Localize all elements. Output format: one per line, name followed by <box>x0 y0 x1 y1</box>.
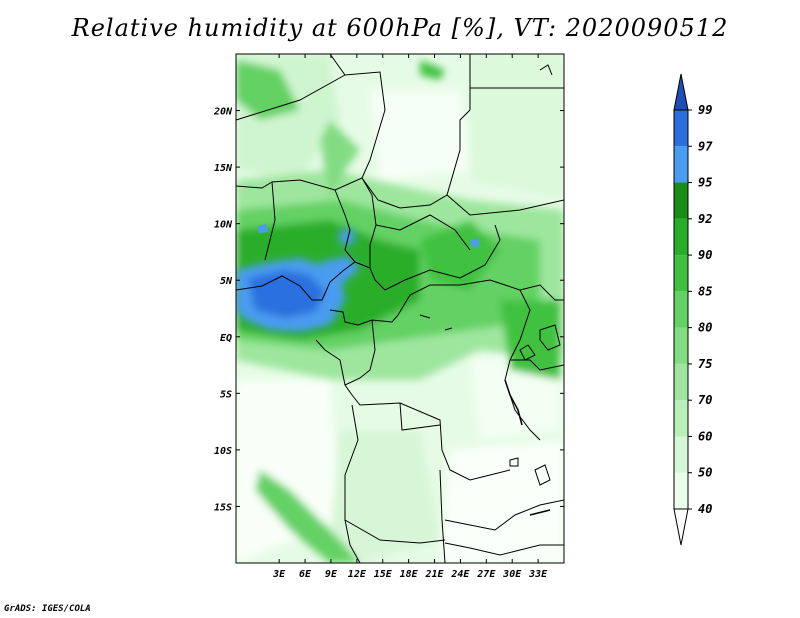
colorbar-label: 70 <box>698 393 712 407</box>
lat-tick-label: 15S <box>214 502 232 513</box>
lon-tick-label: 12E <box>348 569 367 580</box>
colorbar-frame <box>673 109 689 510</box>
country-borders <box>236 54 564 563</box>
colorbar-segment <box>674 218 688 256</box>
colorbar-label: 95 <box>698 176 712 190</box>
colorbar-label: 97 <box>698 139 713 153</box>
lon-tick-label: 33E <box>528 569 548 580</box>
colorbar-lower-arrow <box>673 508 689 546</box>
colorbar-segment <box>674 472 688 509</box>
colorbar-upper-arrow <box>673 73 689 111</box>
colorbar-label: 75 <box>698 357 712 371</box>
lon-tick-label: 30E <box>502 569 522 580</box>
lat-tick-label: EQ <box>220 333 232 344</box>
lon-tick-label: 27E <box>476 569 496 580</box>
colorbar-segment <box>674 400 688 437</box>
lon-tick-label: 6E <box>299 569 312 580</box>
lon-tick-label: 24E <box>450 569 470 580</box>
lat-tick-label: 5S <box>220 389 232 400</box>
lat-tick-label: 20N <box>213 107 233 118</box>
lon-tick-label: 3E <box>272 569 286 580</box>
credit-text: GrADS: IGES/COLA <box>4 604 91 614</box>
lon-tick-label: 18E <box>400 569 419 580</box>
colorbar-label: 92 <box>698 212 712 226</box>
lon-tick-label: 21E <box>424 569 444 580</box>
colorbar-segment <box>674 255 688 292</box>
lon-tick-label: 9E <box>325 569 338 580</box>
lat-tick-label: 10S <box>214 446 232 457</box>
colorbar-label: 90 <box>698 248 712 262</box>
map-frame <box>235 53 565 564</box>
colorbar-label: 80 <box>698 321 712 335</box>
colorbar-segment <box>674 182 688 219</box>
lon-tick-label: 15E <box>374 569 393 580</box>
colorbar-label: 60 <box>698 429 712 443</box>
colorbar-segment <box>674 363 688 401</box>
colorbar-segment <box>674 327 688 364</box>
colorbar-segment <box>674 110 688 147</box>
longitude-axis: 3E 6E 9E 12E 15E 18E 21E 24E 27E 30E 33E <box>272 54 548 580</box>
colorbar-label: 50 <box>698 466 712 480</box>
lat-tick-label: 10N <box>214 220 233 231</box>
colorbar-legend: 40 50 60 70 75 80 85 90 92 95 97 99 <box>673 73 713 546</box>
colorbar-label: 99 <box>698 103 712 117</box>
latitude-axis: 20N 15N 10N 5N EQ 5S 10S 15S <box>213 107 564 513</box>
colorbar-segment <box>674 436 688 473</box>
map-title: Relative humidity at 600hPa [%], VT: 202… <box>71 14 729 42</box>
lat-tick-label: 15N <box>214 163 233 174</box>
humidity-field <box>236 54 564 563</box>
colorbar-label: 85 <box>698 284 712 298</box>
colorbar-label: 40 <box>698 502 712 516</box>
colorbar-segment <box>674 146 688 183</box>
colorbar-segment <box>674 291 688 328</box>
lat-tick-label: 5N <box>220 276 233 287</box>
